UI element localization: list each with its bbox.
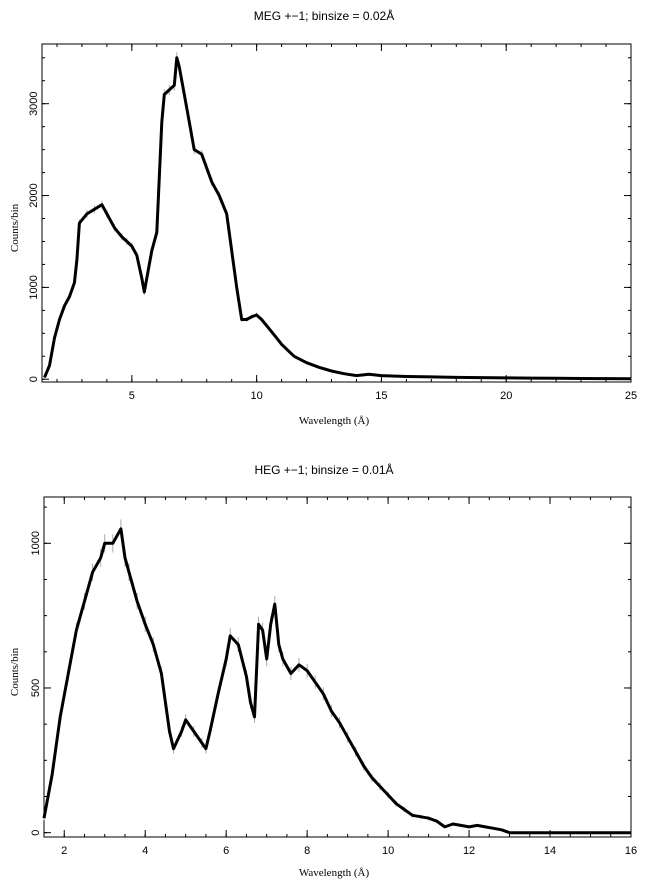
heg-y-axis-label: Counts/bin [9,647,21,696]
meg-y-tick-label: 3000 [28,91,40,115]
heg-error-bars [43,519,502,831]
heg-chart-title: HEG +−1; binsize = 0.01Å [254,462,393,477]
meg-y-tick-label: 1000 [28,275,40,299]
heg-x-axis-label: Wavelength (Å) [299,867,370,879]
heg-series-line [42,527,631,835]
heg-y-tick-label: 0 [30,830,42,836]
meg-x-tick-label: 5 [129,390,135,402]
meg-chart-title: MEG +−1; binsize = 0.02Å [254,8,394,23]
heg-plot-frame [43,496,632,838]
heg-y-tick-label: 500 [30,679,42,697]
meg-x-tick-label: 25 [625,390,637,402]
heg-x-tick-label: 10 [382,845,394,857]
meg-y-axis-label: Counts/bin [9,203,21,252]
meg-x-tick-label: 15 [375,390,387,402]
heg-x-tick-label: 14 [544,845,556,857]
meg-ticks: 5 10 15 20 25 0 1000 2000 3000 [28,44,637,402]
heg-x-tick-label: 12 [463,845,475,857]
meg-error-bars [43,52,632,379]
meg-plot-frame [41,43,632,383]
heg-x-tick-label: 4 [142,845,148,857]
heg-x-tick-label: 2 [61,845,67,857]
heg-ticks: 2 4 6 8 10 12 14 16 0 500 1000 [30,497,637,857]
heg-x-tick-label: 8 [304,845,310,857]
meg-x-tick-label: 20 [500,390,512,402]
meg-y-tick-label: 2000 [28,183,40,207]
meg-x-axis-label: Wavelength (Å) [299,415,370,427]
heg-x-tick-label: 6 [223,845,229,857]
meg-series-line [43,56,632,381]
meg-y-tick-label: 0 [28,376,40,382]
heg-chart: HEG +−1; binsize = 0.01Å 2 4 6 8 10 12 14 16 0 50… [9,462,637,879]
meg-x-tick-label: 10 [251,390,263,402]
heg-x-tick-label: 16 [625,845,637,857]
heg-y-tick-label: 1000 [30,531,42,555]
meg-chart: MEG +−1; binsize = 0.02Å 5 10 15 20 25 0 1000 2… [9,8,637,427]
